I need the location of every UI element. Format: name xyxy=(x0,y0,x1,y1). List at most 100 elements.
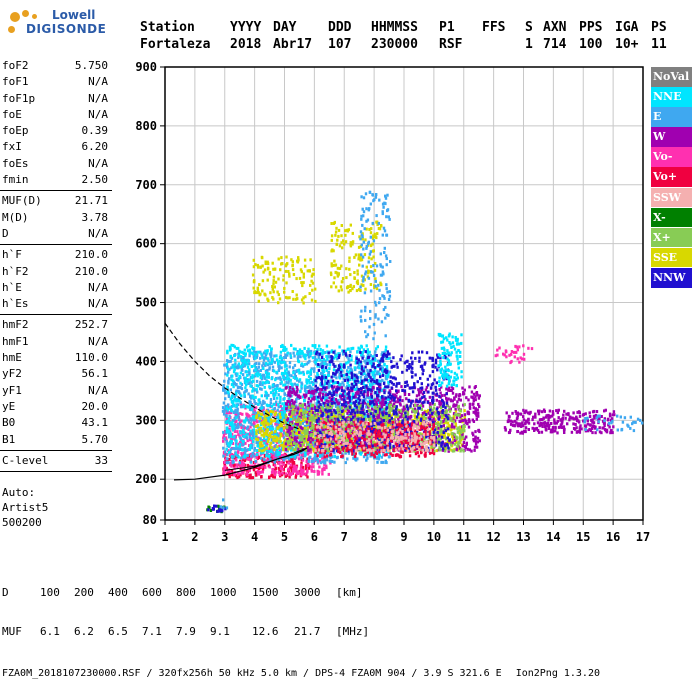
echo-point xyxy=(326,358,328,361)
echo-point xyxy=(304,389,306,392)
echo-point xyxy=(372,373,374,376)
echo-point xyxy=(348,384,350,387)
echo-point xyxy=(252,415,254,418)
echo-point xyxy=(222,431,224,434)
echo-point xyxy=(271,358,273,361)
echo-point xyxy=(224,397,226,400)
y-tick-label: 800 xyxy=(135,119,157,133)
echo-point xyxy=(226,386,228,389)
echo-point xyxy=(268,455,270,458)
echo-point xyxy=(303,399,305,402)
echo-point xyxy=(255,456,257,459)
echo-point xyxy=(323,370,325,373)
echo-point xyxy=(305,354,307,357)
echo-point xyxy=(260,466,262,469)
echo-point xyxy=(276,445,278,448)
echo-point xyxy=(333,368,335,371)
echo-point xyxy=(251,408,253,411)
echo-point xyxy=(356,391,358,394)
echo-point xyxy=(259,357,261,360)
echo-point xyxy=(236,378,238,381)
echo-point xyxy=(329,460,331,463)
echo-point xyxy=(257,351,259,354)
echo-point xyxy=(474,437,476,440)
echo-point xyxy=(324,426,326,429)
echo-point xyxy=(228,421,230,424)
echo-point xyxy=(379,454,381,457)
echo-point xyxy=(268,438,270,441)
echo-point xyxy=(271,471,273,474)
echo-point xyxy=(473,399,475,402)
echo-point xyxy=(239,382,241,385)
echo-point xyxy=(463,441,465,444)
echo-point xyxy=(236,463,238,466)
echo-point xyxy=(246,427,248,430)
echo-point xyxy=(297,471,299,474)
echo-point xyxy=(468,426,470,429)
echo-point xyxy=(387,375,389,378)
echo-point xyxy=(269,353,271,356)
echo-point xyxy=(346,412,348,415)
echo-point xyxy=(297,448,299,451)
echo-point xyxy=(309,381,311,384)
echo-point xyxy=(235,447,237,450)
echo-point xyxy=(227,371,229,374)
echo-point xyxy=(303,363,305,366)
echo-point xyxy=(269,466,271,469)
echo-point xyxy=(307,370,309,373)
echo-point xyxy=(235,400,237,403)
echo-point xyxy=(355,388,357,391)
echo-point xyxy=(236,430,238,433)
echo-point xyxy=(270,401,272,404)
echo-point xyxy=(445,388,447,391)
echo-point xyxy=(265,371,267,374)
echo-point xyxy=(387,381,389,384)
echo-point xyxy=(311,470,313,473)
echo-point xyxy=(232,460,234,463)
echo-point xyxy=(256,453,258,456)
echo-point xyxy=(321,473,323,476)
echo-point xyxy=(227,430,229,433)
echo-point xyxy=(253,455,255,458)
echo-point xyxy=(263,458,265,461)
echo-point xyxy=(277,403,279,406)
echo-point xyxy=(476,446,478,449)
echo-point xyxy=(328,374,330,377)
echo-point xyxy=(294,455,296,458)
echo-point xyxy=(271,361,273,364)
echo-point xyxy=(226,351,228,354)
echo-point xyxy=(264,386,266,389)
echo-point xyxy=(237,423,239,426)
echo-point xyxy=(252,380,254,383)
echo-point xyxy=(227,391,229,394)
echo-point xyxy=(288,413,290,416)
echo-point xyxy=(242,471,244,474)
echo-point xyxy=(305,453,307,456)
echo-point xyxy=(266,397,268,400)
echo-point xyxy=(298,351,300,354)
echo-point xyxy=(285,356,287,359)
echo-point xyxy=(250,455,252,458)
echo-point xyxy=(272,436,274,439)
echo-point xyxy=(289,365,291,368)
echo-point xyxy=(233,473,235,476)
echo-point xyxy=(238,418,240,421)
echo-point xyxy=(267,404,269,407)
echo-point xyxy=(258,398,260,401)
echo-point xyxy=(399,396,401,399)
echo-point xyxy=(288,462,290,465)
echo-point xyxy=(242,425,244,428)
x-tick-label: 5 xyxy=(281,530,288,544)
echo-point xyxy=(258,428,260,431)
echo-point xyxy=(274,407,276,410)
echo-point xyxy=(247,359,249,362)
echo-point xyxy=(313,370,315,373)
echo-point xyxy=(318,466,320,469)
echo-point xyxy=(230,407,232,410)
echo-point xyxy=(472,419,474,422)
x-tick-label: 7 xyxy=(341,530,348,544)
echo-point xyxy=(278,365,280,368)
echo-point xyxy=(319,348,321,351)
echo-point xyxy=(242,429,244,432)
echo-point xyxy=(274,430,276,433)
